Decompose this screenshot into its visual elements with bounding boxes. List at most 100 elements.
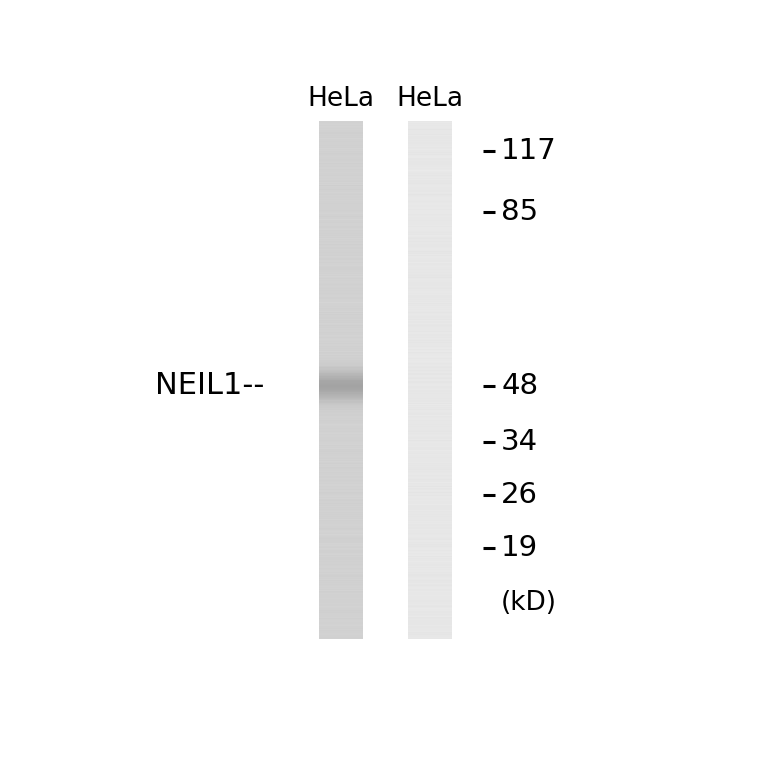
Bar: [319, 170, 364, 171]
Bar: [319, 631, 364, 632]
Bar: [408, 630, 452, 631]
Bar: [319, 138, 364, 139]
Bar: [319, 145, 364, 146]
Bar: [319, 636, 364, 637]
Bar: [319, 637, 364, 638]
Bar: [408, 429, 452, 430]
Bar: [408, 388, 452, 389]
Bar: [408, 184, 452, 185]
Bar: [408, 332, 452, 333]
Bar: [319, 123, 364, 124]
Bar: [408, 248, 452, 249]
Bar: [408, 300, 452, 301]
Bar: [408, 223, 452, 224]
Bar: [408, 619, 452, 620]
Bar: [319, 443, 364, 445]
Bar: [408, 479, 452, 480]
Bar: [408, 364, 452, 365]
Bar: [408, 581, 452, 583]
Bar: [408, 259, 452, 261]
Bar: [319, 494, 364, 495]
Bar: [408, 430, 452, 432]
Bar: [319, 162, 364, 163]
Bar: [408, 254, 452, 255]
Bar: [319, 394, 364, 395]
Bar: [319, 157, 364, 158]
Bar: [319, 163, 364, 164]
Bar: [408, 576, 452, 577]
Bar: [408, 468, 452, 469]
Bar: [408, 214, 452, 215]
Bar: [408, 522, 452, 523]
Bar: [408, 491, 452, 492]
Bar: [319, 454, 364, 455]
Bar: [408, 352, 452, 353]
Bar: [408, 548, 452, 549]
Bar: [319, 192, 364, 193]
Bar: [408, 488, 452, 489]
Bar: [319, 601, 364, 603]
Bar: [319, 318, 364, 319]
Bar: [319, 433, 364, 434]
Bar: [408, 328, 452, 329]
Bar: [408, 577, 452, 578]
Bar: [408, 367, 452, 368]
Bar: [319, 151, 364, 152]
Bar: [319, 261, 364, 262]
Bar: [408, 440, 452, 441]
Bar: [408, 235, 452, 236]
Bar: [408, 485, 452, 486]
Bar: [408, 624, 452, 625]
Bar: [319, 161, 364, 162]
Bar: [319, 380, 364, 381]
Bar: [408, 536, 452, 537]
Bar: [319, 519, 364, 520]
Bar: [408, 164, 452, 165]
Bar: [319, 473, 364, 474]
Bar: [319, 597, 364, 598]
Bar: [319, 348, 364, 349]
Bar: [319, 322, 364, 323]
Bar: [408, 575, 452, 576]
Bar: [408, 520, 452, 521]
Bar: [319, 399, 364, 400]
Bar: [319, 409, 364, 410]
Bar: [319, 527, 364, 528]
Bar: [319, 565, 364, 566]
Bar: [408, 232, 452, 234]
Bar: [319, 228, 364, 229]
Bar: [319, 354, 364, 355]
Bar: [319, 285, 364, 286]
Bar: [319, 311, 364, 312]
Bar: [319, 331, 364, 332]
Bar: [408, 631, 452, 632]
Bar: [408, 636, 452, 637]
Bar: [319, 462, 364, 463]
Bar: [408, 274, 452, 275]
Bar: [408, 383, 452, 384]
Bar: [408, 167, 452, 168]
Bar: [319, 303, 364, 304]
Bar: [408, 287, 452, 288]
Bar: [319, 416, 364, 418]
Bar: [408, 269, 452, 270]
Bar: [319, 197, 364, 198]
Bar: [408, 148, 452, 149]
Bar: [319, 534, 364, 535]
Bar: [408, 586, 452, 587]
Bar: [319, 572, 364, 573]
Bar: [319, 573, 364, 574]
Bar: [319, 599, 364, 600]
Bar: [408, 480, 452, 481]
Bar: [408, 449, 452, 450]
Bar: [408, 402, 452, 403]
Bar: [319, 199, 364, 201]
Bar: [319, 256, 364, 257]
Bar: [319, 139, 364, 140]
Bar: [319, 633, 364, 634]
Bar: [408, 599, 452, 600]
Bar: [408, 415, 452, 416]
Bar: [319, 165, 364, 166]
Bar: [408, 483, 452, 484]
Bar: [408, 502, 452, 503]
